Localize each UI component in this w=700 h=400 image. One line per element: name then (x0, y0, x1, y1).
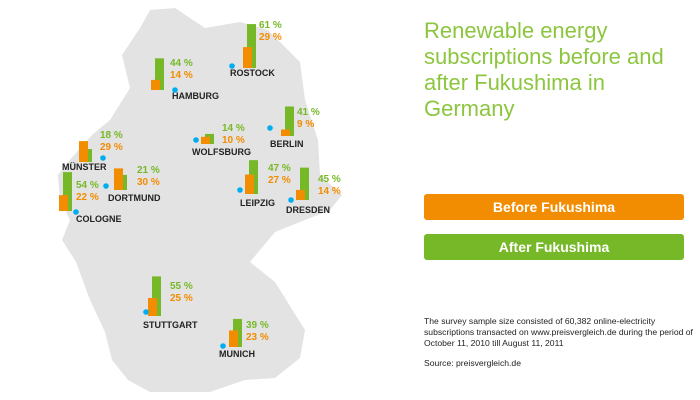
legend-after-fukushima: After Fukushima (424, 234, 684, 260)
city-label-dresden: DRESDEN (286, 205, 330, 215)
city-group-berlin: BERLIN 41 %9 % (267, 106, 320, 149)
bar-after-rostock (247, 24, 256, 68)
city-label-hamburg: HAMBURG (172, 91, 219, 101)
city-label-leipzig: LEIPZIG (240, 198, 275, 208)
bar-after-stuttgart (152, 276, 161, 316)
city-dot-cologne (73, 209, 79, 215)
bar-after-hamburg (155, 58, 164, 90)
value-after-rostock: 61 % (259, 20, 282, 31)
city-group-rostock: ROSTOCK 61 %29 % (229, 20, 282, 78)
bar-before-wolfsburg (201, 136, 210, 144)
city-dot-dortmund (103, 183, 109, 189)
bar-before-stuttgart (148, 298, 157, 316)
city-group-dortmund: DORTMUND 21 %30 % (103, 165, 161, 203)
footnote-text: The survey sample size consisted of 60,3… (424, 316, 693, 348)
value-after-wolfsburg: 14 % (222, 123, 245, 134)
city-group-mnster: MÜNSTER 18 %29 % (62, 130, 123, 172)
city-label-wolfsburg: WOLFSBURG (192, 147, 251, 157)
value-before-rostock: 29 % (259, 32, 282, 43)
value-before-cologne: 22 % (76, 192, 99, 203)
city-group-cologne: COLOGNE 54 %22 % (59, 172, 122, 224)
value-after-hamburg: 44 % (170, 58, 193, 69)
bar-before-mnster (79, 141, 88, 162)
city-label-rostock: ROSTOCK (230, 68, 275, 78)
bar-before-berlin (281, 129, 290, 136)
bar-before-cologne (59, 195, 68, 211)
city-group-munich: MUNICH 39 %23 % (219, 318, 269, 359)
value-before-dresden: 14 % (318, 186, 341, 197)
bar-after-cologne (63, 172, 72, 211)
value-before-mnster: 29 % (100, 142, 123, 153)
city-dot-leipzig (237, 187, 243, 193)
city-group-leipzig: LEIPZIG 47 %27 % (237, 160, 291, 208)
value-after-dresden: 45 % (318, 174, 341, 185)
city-group-wolfsburg: WOLFSBURG 14 %10 % (192, 123, 251, 157)
bar-after-dresden (300, 167, 309, 200)
value-before-berlin: 9 % (297, 119, 314, 130)
chart-title: Renewable energy subscriptions before an… (424, 18, 664, 121)
value-before-wolfsburg: 10 % (222, 135, 245, 146)
germany-map-shape (58, 8, 342, 392)
city-label-munich: MUNICH (219, 349, 255, 359)
city-group-hamburg: HAMBURG 44 %14 % (151, 58, 219, 101)
bar-before-dresden (296, 189, 305, 200)
value-before-leipzig: 27 % (268, 175, 291, 186)
legend-before-fukushima: Before Fukushima (424, 194, 684, 220)
value-after-mnster: 18 % (100, 130, 123, 141)
city-dot-munich (220, 343, 226, 349)
footnote: The survey sample size consisted of 60,3… (424, 316, 694, 369)
footnote-source: Source: preisvergleich.de (424, 358, 521, 368)
value-before-dortmund: 30 % (137, 177, 160, 188)
city-dot-stuttgart (143, 309, 149, 315)
city-dot-dresden (288, 197, 294, 203)
city-label-mnster: MÜNSTER (62, 162, 107, 172)
bar-before-hamburg (151, 79, 160, 90)
city-group-dresden: DRESDEN 45 %14 % (286, 167, 341, 215)
city-dot-berlin (267, 125, 273, 131)
value-after-cologne: 54 % (76, 180, 99, 191)
value-before-hamburg: 14 % (170, 70, 193, 81)
value-after-stuttgart: 55 % (170, 281, 193, 292)
city-dot-rostock (229, 63, 235, 69)
value-before-stuttgart: 25 % (170, 293, 193, 304)
city-label-cologne: COLOGNE (76, 214, 122, 224)
city-dot-hamburg (172, 87, 178, 93)
city-group-stuttgart: STUTTGART 55 %25 % (143, 276, 198, 330)
city-label-berlin: BERLIN (270, 139, 304, 149)
bar-before-leipzig (245, 174, 254, 194)
value-after-berlin: 41 % (297, 107, 320, 118)
city-dot-mnster (100, 155, 106, 161)
bar-after-berlin (285, 106, 294, 136)
city-label-dortmund: DORTMUND (108, 193, 161, 203)
bar-before-munich (229, 330, 238, 347)
bar-before-dortmund (114, 168, 123, 190)
value-after-munich: 39 % (246, 320, 269, 331)
city-label-stuttgart: STUTTGART (143, 320, 198, 330)
value-before-munich: 23 % (246, 332, 269, 343)
value-after-leipzig: 47 % (268, 163, 291, 174)
bar-before-rostock (243, 47, 252, 68)
value-after-dortmund: 21 % (137, 165, 160, 176)
city-dot-wolfsburg (193, 137, 199, 143)
